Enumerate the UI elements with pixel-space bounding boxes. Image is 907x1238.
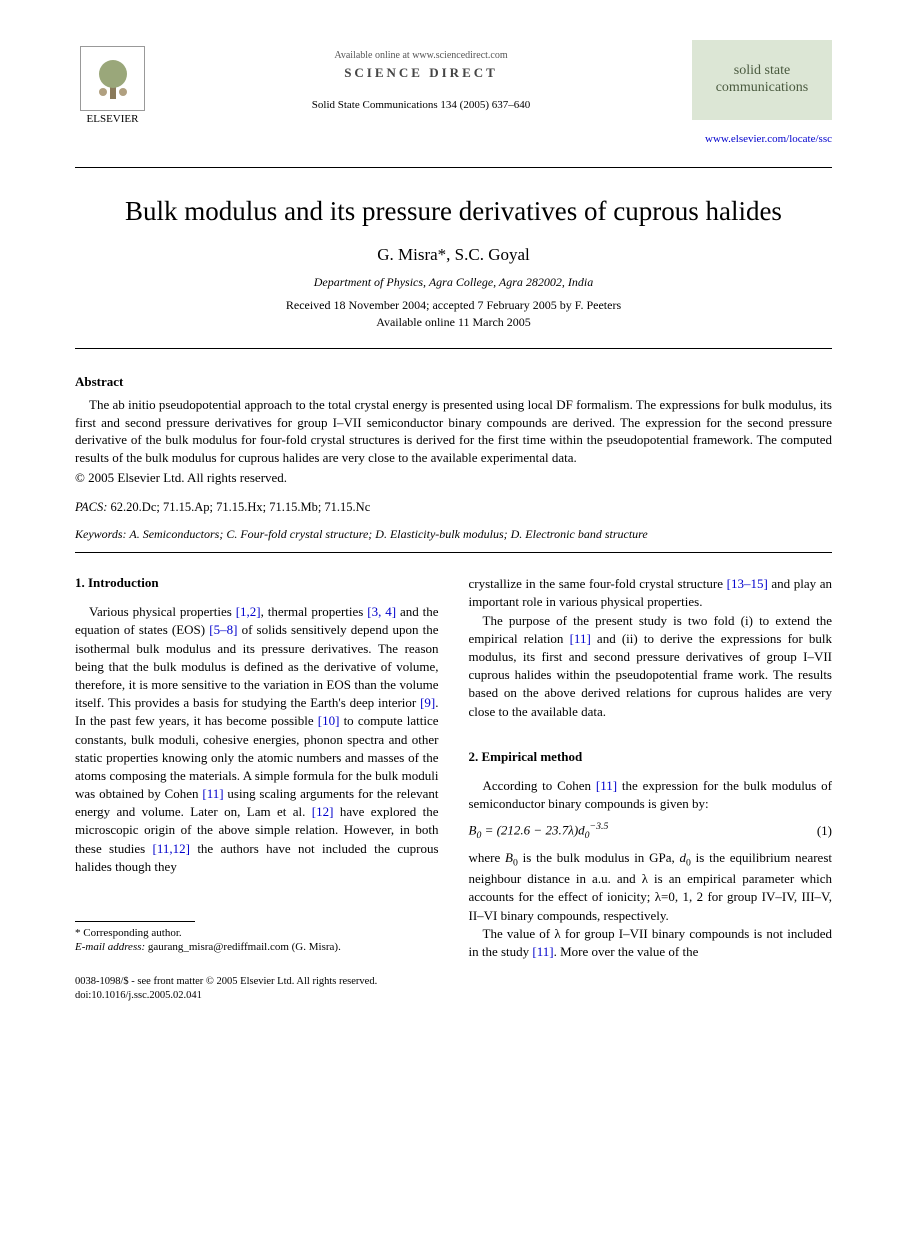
left-column: 1. Introduction Various physical propert… [75, 575, 439, 961]
ref-12[interactable]: [12] [312, 804, 334, 819]
section2-p2: where B0 is the bulk modulus in GPa, d0 … [469, 849, 833, 925]
footnote-block: * Corresponding author. E-mail address: … [75, 926, 439, 955]
dates-received: Received 18 November 2004; accepted 7 Fe… [75, 298, 832, 313]
science-direct-logo: SCIENCE DIRECT [150, 65, 692, 81]
section1-col2-p2: The purpose of the present study is two … [469, 612, 833, 721]
ref-3-4[interactable]: [3, 4] [367, 604, 396, 619]
section1-col2-p1: crystallize in the same four-fold crysta… [469, 575, 833, 611]
abstract-text: The ab initio pseudopotential approach t… [75, 396, 832, 466]
ref-11a[interactable]: [11] [202, 786, 223, 801]
email-address: gaurang_misra@rediffmail.com (G. Misra). [148, 941, 341, 953]
elsevier-tree-icon [80, 46, 145, 111]
article-title: Bulk modulus and its pressure derivative… [75, 196, 832, 227]
email-line: E-mail address: gaurang_misra@rediffmail… [75, 940, 439, 954]
elsevier-logo: ELSEVIER [75, 40, 150, 125]
keywords-label: Keywords: [75, 527, 127, 541]
elsevier-label: ELSEVIER [87, 113, 139, 125]
header-row: ELSEVIER Available online at www.science… [75, 40, 832, 125]
s1c2-t1: crystallize in the same four-fold crysta… [469, 576, 727, 591]
journal-link-row: www.elsevier.com/locate/ssc [75, 133, 832, 145]
s1-t1: Various physical properties [89, 604, 236, 619]
abstract-heading: Abstract [75, 374, 832, 390]
ref-11d[interactable]: [11] [532, 944, 553, 959]
journal-reference: Solid State Communications 134 (2005) 63… [150, 99, 692, 111]
pacs-codes: 62.20.Dc; 71.15.Ap; 71.15.Hx; 71.15.Mb; … [111, 500, 371, 514]
authors: G. Misra*, S.C. Goyal [75, 245, 832, 265]
ref-11-12[interactable]: [11,12] [153, 841, 190, 856]
doi-line: doi:10.1016/j.ssc.2005.02.041 [75, 989, 832, 1003]
email-label: E-mail address: [75, 941, 145, 953]
corresponding-author: * Corresponding author. [75, 926, 439, 940]
ref-1-2[interactable]: [1,2] [236, 604, 261, 619]
journal-box: solid state communications [692, 40, 832, 120]
keywords-text: A. Semiconductors; C. Four-fold crystal … [129, 527, 647, 541]
s2-t1: According to Cohen [483, 778, 596, 793]
s1-t2: , thermal properties [261, 604, 368, 619]
abstract-section: Abstract The ab initio pseudopotential a… [75, 374, 832, 486]
equation-1-number: (1) [817, 823, 832, 839]
ref-9[interactable]: [9] [420, 695, 435, 710]
equation-1-row: B0 = (212.6 − 23.7λ)d0−3.5 (1) [469, 821, 833, 841]
equation-1: B0 = (212.6 − 23.7λ)d0−3.5 [469, 821, 609, 841]
mid-divider-1 [75, 348, 832, 349]
bottom-info: 0038-1098/$ - see front matter © 2005 El… [75, 975, 832, 1002]
available-online: Available online at www.sciencedirect.co… [150, 50, 692, 61]
copyright: © 2005 Elsevier Ltd. All rights reserved… [75, 470, 832, 486]
affiliation: Department of Physics, Agra College, Agr… [75, 275, 832, 290]
ref-13-15[interactable]: [13–15] [727, 576, 768, 591]
mid-divider-2 [75, 552, 832, 553]
issn-line: 0038-1098/$ - see front matter © 2005 El… [75, 975, 832, 989]
ref-11b[interactable]: [11] [570, 631, 591, 646]
ref-11c[interactable]: [11] [596, 778, 617, 793]
pacs-label: PACS: [75, 500, 107, 514]
section1-p1: Various physical properties [1,2], therm… [75, 603, 439, 876]
center-header: Available online at www.sciencedirect.co… [150, 40, 692, 111]
ref-5-8[interactable]: [5–8] [209, 622, 237, 637]
footnote-separator [75, 921, 195, 922]
section2-p3: The value of λ for group I–VII binary co… [469, 925, 833, 961]
ref-10[interactable]: [10] [318, 713, 340, 728]
section1-heading: 1. Introduction [75, 575, 439, 591]
two-column-body: 1. Introduction Various physical propert… [75, 575, 832, 961]
section2-p1: According to Cohen [11] the expression f… [469, 777, 833, 813]
dates-online: Available online 11 March 2005 [75, 315, 832, 330]
section2-heading: 2. Empirical method [469, 749, 833, 765]
s2-t4: . More over the value of the [554, 944, 699, 959]
journal-box-text: solid state communications [700, 63, 824, 97]
keywords-line: Keywords: A. Semiconductors; C. Four-fol… [75, 527, 832, 542]
right-column: crystallize in the same four-fold crysta… [469, 575, 833, 961]
pacs-line: PACS: 62.20.Dc; 71.15.Ap; 71.15.Hx; 71.1… [75, 500, 832, 515]
journal-url-link[interactable]: www.elsevier.com/locate/ssc [705, 133, 832, 145]
top-divider [75, 167, 832, 168]
